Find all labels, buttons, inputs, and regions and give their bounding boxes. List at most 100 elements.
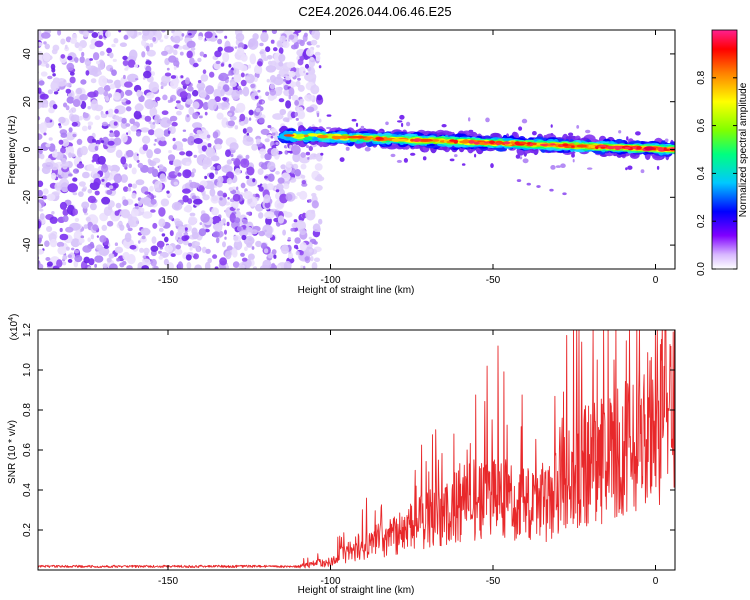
noise-blob [185, 161, 191, 166]
noise-blob [175, 244, 181, 250]
signal-peak-blob [606, 146, 615, 150]
noise-blob [182, 138, 188, 142]
noise-blob [165, 46, 170, 51]
noise-blob [174, 220, 184, 227]
noise-blob [190, 47, 196, 51]
noise-blob [106, 47, 112, 54]
noise-blob [229, 212, 236, 223]
noise-blob [236, 208, 240, 211]
noise-blob [242, 219, 248, 225]
spectrogram-x-label: Height of straight line (km) [298, 285, 415, 296]
noise-blob [73, 230, 83, 241]
spectrogram-y-ticks: -40 -20 0 20 40 [22, 48, 675, 252]
noise-blob [220, 89, 225, 97]
noise-blob [266, 183, 274, 191]
noise-blob [166, 190, 170, 194]
noise-blob [223, 194, 227, 198]
noise-blob [134, 203, 139, 207]
noise-blob [103, 245, 109, 249]
noise-blob [185, 230, 188, 233]
noise-blob [121, 133, 128, 143]
noise-blob [38, 263, 44, 269]
noise-blob [222, 241, 226, 248]
noise-blob [72, 192, 78, 196]
noise-blob [114, 242, 118, 246]
spectrogram-y-label: Frequency (Hz) [7, 116, 18, 185]
noise-blob [267, 161, 276, 171]
signal-blob [283, 134, 295, 137]
noise-blob [128, 49, 138, 61]
signal-side-blob [627, 165, 633, 170]
noise-blob [298, 250, 304, 256]
noise-blob [192, 62, 199, 68]
noise-blob [194, 241, 201, 246]
signal-peak-blob [644, 146, 654, 151]
noise-blob [113, 92, 121, 101]
noise-blob [107, 93, 113, 98]
noise-blob [293, 244, 299, 249]
noise-blob [248, 64, 251, 69]
noise-blob [62, 261, 67, 266]
noise-blob [68, 173, 73, 177]
noise-blob [192, 89, 199, 97]
noise-blob [276, 40, 283, 48]
noise-blob [87, 106, 91, 110]
noise-blob [120, 156, 127, 165]
noise-blob [189, 57, 195, 65]
noise-blob [254, 67, 262, 74]
noise-blob [202, 69, 207, 74]
noise-blob [212, 231, 220, 238]
noise-blob [89, 179, 95, 184]
noise-blob [240, 54, 248, 62]
signal-side-blob [626, 136, 629, 141]
noise-blob [70, 38, 78, 44]
noise-blob [233, 239, 243, 251]
snr-x-tick-label: -50 [486, 576, 501, 587]
noise-blob [94, 40, 104, 48]
noise-blob [87, 188, 93, 194]
noise-blob [38, 189, 43, 197]
noise-blob [160, 136, 166, 142]
noise-blob [266, 55, 273, 60]
noise-blob [82, 245, 92, 253]
noise-blob [272, 113, 284, 120]
noise-blob [283, 183, 290, 190]
noise-blob [249, 53, 257, 65]
noise-blob [305, 151, 311, 156]
noise-blob [221, 102, 228, 107]
noise-blob [95, 139, 101, 145]
noise-blob [113, 79, 122, 89]
noise-blob [318, 118, 322, 123]
noise-blob [125, 123, 131, 127]
noise-blob [114, 246, 124, 254]
noise-blob [42, 52, 51, 62]
noise-blob [119, 209, 130, 217]
noise-blob [42, 188, 49, 195]
noise-blob [235, 33, 245, 42]
noise-blob [94, 190, 100, 196]
noise-blob [133, 110, 142, 120]
signal-side-blob [522, 158, 529, 164]
noise-blob [113, 38, 119, 44]
noise-blob [72, 168, 80, 174]
noise-blob [128, 216, 139, 228]
noise-blob [94, 145, 99, 151]
noise-blob [296, 106, 304, 118]
noise-blob [38, 220, 42, 229]
noise-blob [62, 215, 69, 223]
noise-blob [82, 112, 89, 119]
noise-blob [142, 144, 148, 151]
noise-blob [264, 138, 270, 143]
signal-side-blob [485, 117, 490, 123]
noise-blob [150, 198, 157, 205]
spectrogram-x-ticks: -150 -100 -50 0 [158, 30, 659, 286]
noise-blob [38, 237, 42, 242]
noise-blob [142, 258, 151, 267]
noise-blob [122, 199, 129, 206]
signal-peak-blob [615, 146, 621, 151]
noise-blob [285, 100, 292, 109]
noise-blob [193, 154, 198, 158]
noise-blob [60, 54, 66, 59]
noise-blob [124, 89, 133, 96]
noise-blob [143, 247, 150, 254]
